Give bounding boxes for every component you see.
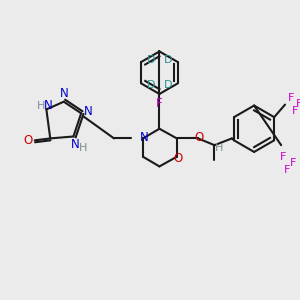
- Text: F: F: [296, 99, 300, 109]
- Text: H: H: [79, 143, 87, 153]
- Text: D: D: [146, 55, 155, 65]
- Text: H: H: [215, 143, 224, 153]
- Text: D: D: [164, 55, 172, 65]
- Text: N: N: [83, 105, 92, 118]
- Text: F: F: [292, 106, 298, 116]
- Text: F: F: [280, 152, 286, 162]
- Text: D: D: [146, 80, 155, 90]
- Text: N: N: [71, 138, 80, 151]
- Text: F: F: [288, 93, 294, 103]
- Text: N: N: [140, 131, 148, 144]
- Text: O: O: [194, 131, 204, 144]
- Text: O: O: [23, 134, 33, 147]
- Text: N: N: [59, 88, 68, 100]
- Text: D: D: [164, 80, 172, 90]
- Text: F: F: [284, 165, 290, 175]
- Text: O: O: [173, 152, 182, 165]
- Text: N: N: [44, 99, 53, 112]
- Text: F: F: [290, 158, 296, 168]
- Text: F: F: [156, 97, 163, 110]
- Text: H: H: [36, 100, 45, 111]
